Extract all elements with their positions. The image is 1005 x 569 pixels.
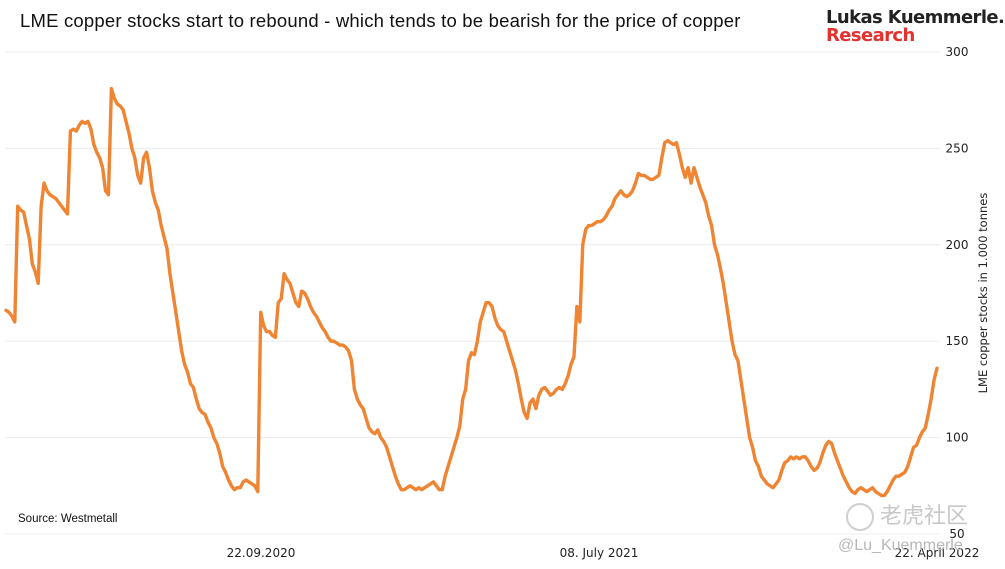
source-note: Source: Westmetall <box>18 513 118 525</box>
y-tick-label: 300 <box>946 45 969 59</box>
y-tick-label: 150 <box>946 334 969 348</box>
brand-research: Research <box>826 25 915 46</box>
watermark-site-text: 老虎社区 <box>880 504 969 529</box>
x-axis-ticks: 22.09.2020 08. July 2021 22. April 2022 <box>227 546 980 560</box>
x-tick-label: 08. July 2021 <box>560 546 639 560</box>
y-tick-label: 50 <box>949 527 964 541</box>
x-tick-label: 22.09.2020 <box>227 546 296 560</box>
x-tick-label: 22. April 2022 <box>895 546 980 560</box>
brand-name: Lukas Kuemmerle. <box>826 7 1005 28</box>
y-axis-label: LME copper stocks in 1.000 tonnes <box>976 193 990 394</box>
grid-lines <box>5 51 940 535</box>
brand-logo: Lukas Kuemmerle. Research <box>826 7 1005 46</box>
watermark-user: @Lu_Kuemmerle <box>838 537 963 554</box>
y-tick-label: 250 <box>946 141 969 155</box>
watermark-site: 老虎社区 <box>846 498 968 531</box>
y-axis-ticks: 300 250 200 150 100 50 <box>946 45 969 541</box>
y-tick-label: 200 <box>946 238 969 252</box>
y-tick-label: 100 <box>946 431 969 445</box>
watermark-logo-icon <box>846 503 874 531</box>
series-line-lme-copper-stocks <box>4 86 939 498</box>
chart-title: LME copper stocks start to rebound - whi… <box>20 10 741 31</box>
